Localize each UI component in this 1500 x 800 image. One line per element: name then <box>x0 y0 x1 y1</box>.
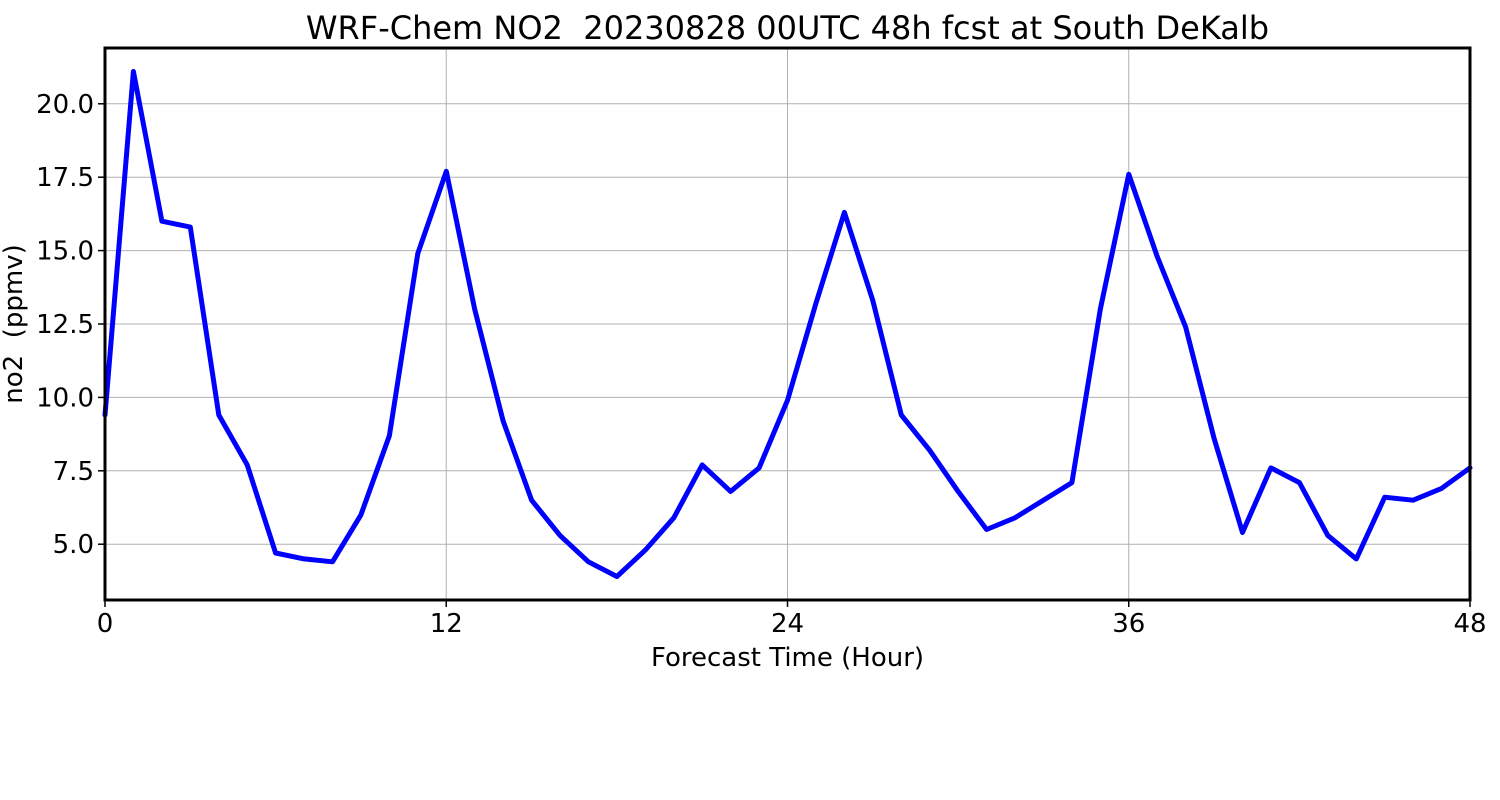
series-layer <box>102 69 1473 579</box>
x-tick-label: 12 <box>430 609 463 639</box>
no2-series-line <box>102 69 1473 579</box>
y-tick-label: 5.0 <box>53 530 94 560</box>
y-tick-label: 12.5 <box>36 310 94 340</box>
grid-layer <box>104 48 1471 600</box>
tick-layer: 0 12 24 36 48 5.0 7.5 10.0 12.5 15.0 17.5 20.0 <box>36 90 1486 639</box>
x-tick-label: 48 <box>1453 609 1486 639</box>
y-tick-label: 17.5 <box>36 163 94 193</box>
y-axis-label: no2 (ppmv) <box>0 244 29 403</box>
chart-title: WRF-Chem NO2 20230828 00UTC 48h fcst at … <box>306 9 1269 47</box>
x-tick-label: 24 <box>771 609 804 639</box>
x-axis-label: Forecast Time (Hour) <box>651 643 924 673</box>
x-tick-label: 36 <box>1112 609 1145 639</box>
x-tick-label: 0 <box>97 609 114 639</box>
y-tick-label: 10.0 <box>36 383 94 413</box>
y-tick-label: 7.5 <box>53 457 94 487</box>
y-tick-label: 15.0 <box>36 237 94 267</box>
y-tick-label: 20.0 <box>36 90 94 120</box>
